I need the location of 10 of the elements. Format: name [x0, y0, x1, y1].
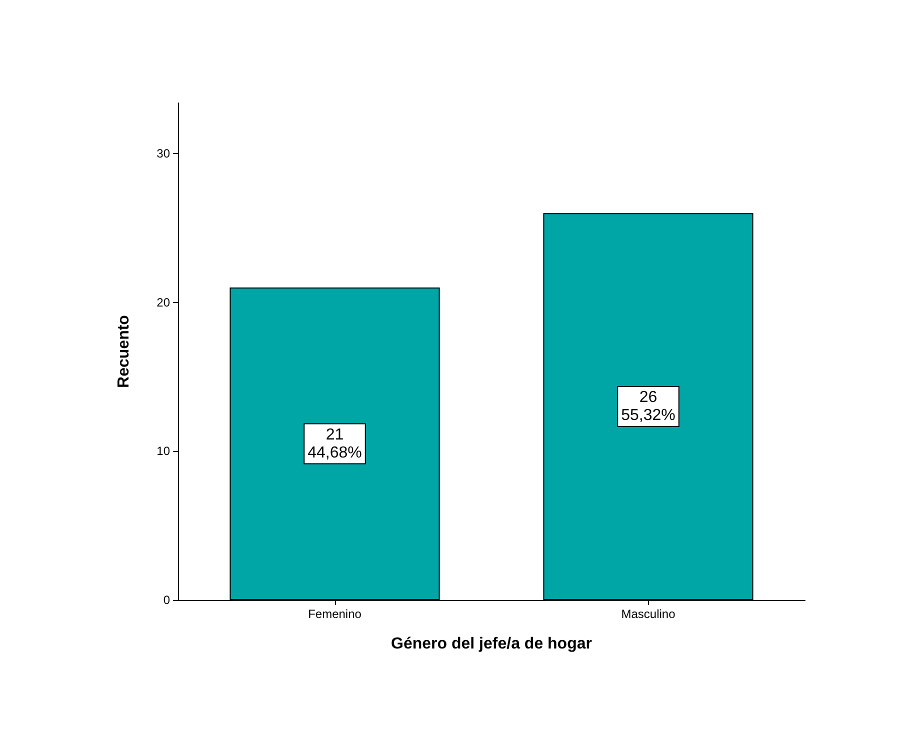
- x-axis-title: Género del jefe/a de hogar: [391, 636, 592, 652]
- y-tick-label: 20: [156, 295, 170, 310]
- x-tick-label: Masculino: [621, 607, 676, 621]
- y-tick-label: 10: [156, 444, 170, 458]
- data-label: 21 44,68%: [308, 426, 362, 462]
- y-axis-title: Recuento: [116, 314, 132, 388]
- y-tick-label: 30: [156, 146, 170, 161]
- x-tick-label: Femenino: [308, 607, 362, 621]
- y-tick-label: 0: [163, 593, 170, 607]
- data-label: 26 55,32%: [621, 389, 676, 424]
